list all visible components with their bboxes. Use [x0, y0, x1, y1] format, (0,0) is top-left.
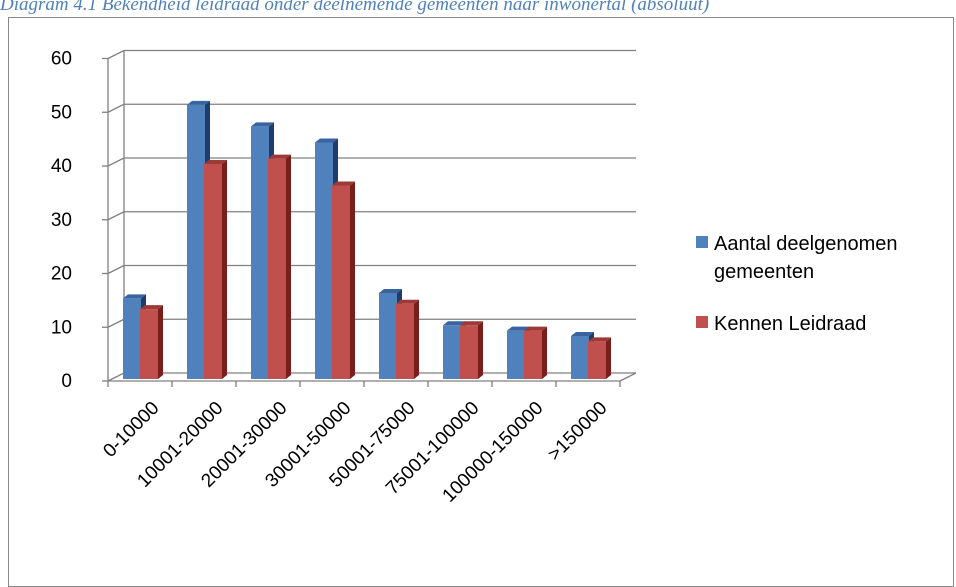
x-tick-label: >150000: [544, 398, 612, 466]
bar-series-2-side: [222, 160, 227, 379]
bar-series-1: [507, 330, 525, 379]
gridline-side: [107, 157, 125, 167]
legend-label-series-1-cont: gemeenten: [714, 261, 814, 283]
bar-series-1-top: [443, 321, 466, 326]
bar-series-2: [524, 330, 542, 379]
y-tick-label: 0: [61, 371, 72, 392]
gridline-side: [107, 264, 125, 275]
bar-series-2: [588, 341, 606, 379]
bar-series-1-top: [571, 332, 594, 336]
bar-series-1-top: [507, 326, 530, 331]
x-tick-label: 0-10000: [99, 398, 163, 462]
y-tick-label: 50: [51, 102, 72, 123]
chart-area: [8, 17, 954, 587]
bar-series-1: [187, 104, 205, 379]
bar-series-1-top: [315, 138, 338, 143]
bar-series-2: [460, 325, 478, 379]
bar-series-1: [123, 298, 141, 379]
bar-series-1-top: [379, 289, 402, 293]
axes: [102, 50, 637, 387]
bar-series-1-top: [123, 294, 146, 299]
bar-series-2-side: [606, 337, 611, 379]
bar-series-2-top: [524, 326, 547, 331]
bar-series-2-top: [460, 321, 483, 326]
gridline-side: [107, 103, 125, 113]
bar-series-2: [204, 164, 222, 379]
gridline-side: [107, 211, 125, 221]
bar-series-2-side: [158, 305, 163, 379]
bar-series-1-top: [251, 122, 274, 127]
bar-series-1: [379, 293, 397, 379]
bar-series-1-top: [187, 100, 210, 105]
bar-series-2-side: [414, 299, 419, 379]
bar-series-2: [140, 309, 158, 379]
legend-label-series-2: Kennen Leidraad: [714, 313, 866, 335]
bar-series-2-top: [396, 299, 419, 304]
bar-series-1: [251, 126, 269, 379]
y-tick-label: 20: [51, 264, 72, 285]
gridline-side: [107, 318, 125, 328]
chart-caption: Diagram 4.1 Bekendheid leidraad onder de…: [0, 0, 710, 15]
gridline-side: [107, 372, 125, 382]
legend-label-series-1: Aantal deelgenomen: [714, 233, 897, 255]
bar-series-1: [315, 142, 333, 379]
legend-swatch-series-2: [696, 316, 708, 328]
y-tick-label: 40: [51, 156, 72, 177]
bar-series-2-top: [140, 305, 163, 310]
y-tick-label: 60: [51, 49, 72, 70]
legend: Aantal deelgenomen gemeenten Kennen Leid…: [696, 233, 897, 335]
bars: [123, 100, 611, 379]
bar-series-2-top: [588, 337, 611, 342]
bar-series-2: [268, 158, 286, 379]
gridline-side: [107, 49, 125, 60]
legend-swatch-series-1: [696, 236, 708, 248]
bar-series-2: [332, 185, 350, 379]
bar-series-1: [443, 325, 461, 379]
bar-series-2-side: [478, 321, 483, 379]
bar-series-2-top: [268, 154, 291, 159]
bar-series-1: [571, 336, 589, 379]
y-tick-label: 30: [51, 210, 72, 231]
bar-series-2-top: [204, 160, 227, 164]
bar-series-2-side: [286, 154, 291, 379]
bar-series-2-top: [332, 181, 355, 186]
floor-edge: [619, 372, 637, 382]
bar-series-2-side: [350, 181, 355, 379]
bar-series-2-side: [542, 326, 547, 379]
y-tick-label: 10: [51, 317, 72, 338]
bar-series-2: [396, 303, 414, 379]
